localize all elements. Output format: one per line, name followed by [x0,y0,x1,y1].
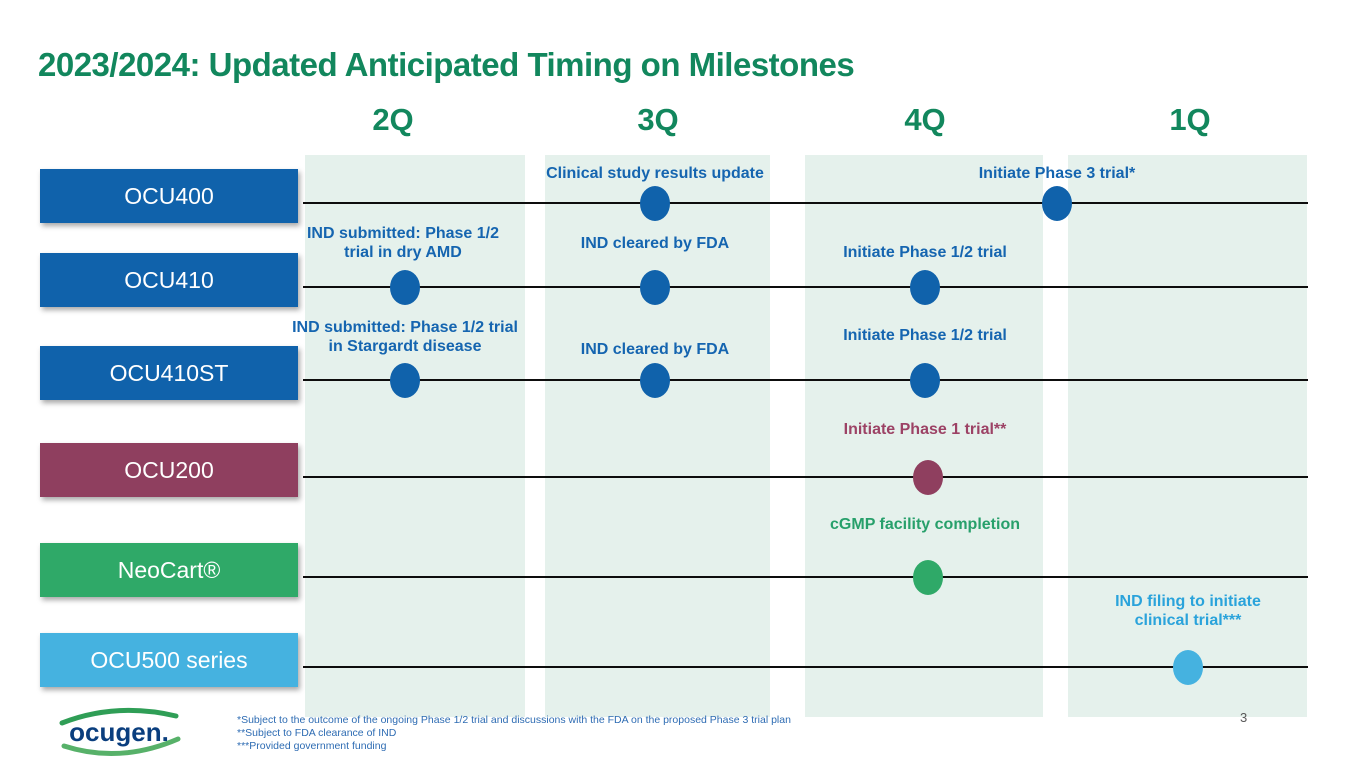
program-label-ocu500-series: OCU500 series [40,633,298,687]
milestone-dot [913,560,943,595]
milestone-label: Initiate Phase 1 trial** [843,421,1007,438]
quarter-header-3q: 3Q [637,102,679,137]
milestone-label: Clinical study results update [546,165,764,182]
timeline-neocart [303,576,1308,578]
milestone-label: IND cleared by FDA [580,235,730,252]
milestone-dot [390,270,420,305]
footnote-1: *Subject to the outcome of the ongoing P… [237,714,791,726]
timeline-ocu500 [303,666,1308,668]
milestone-dot [910,270,940,305]
footnotes: *Subject to the outcome of the ongoing P… [237,714,791,753]
timeline-ocu410st [303,379,1308,381]
footnote-2: **Subject to FDA clearance of IND [237,727,397,739]
milestone-label: Initiate Phase 3 trial* [978,165,1136,182]
milestone-label: IND cleared by FDA [580,341,730,358]
quarter-band-3q [545,155,770,717]
timeline-ocu200 [303,476,1308,478]
ocugen-logo-text: ocugen. [69,717,169,747]
milestone-dot [1042,186,1072,221]
milestone-label: IND filing to initiate clinical trial*** [1115,593,1261,629]
milestone-dot [390,363,420,398]
milestone-dot [1173,650,1203,685]
quarter-band-4q [805,155,1043,717]
quarter-band-2q [305,155,525,717]
timeline-ocu410 [303,286,1308,288]
milestone-dot [913,460,943,495]
milestone-label: Initiate Phase 1/2 trial [843,327,1007,344]
program-label-ocu200: OCU200 [40,443,298,497]
program-label-ocu410st: OCU410ST [40,346,298,400]
milestone-label: cGMP facility completion [830,516,1020,533]
milestone-label: IND submitted: Phase 1/2 trial in Starga… [292,319,518,355]
timeline-ocu400 [303,202,1308,204]
quarter-header-4q: 4Q [904,102,946,137]
quarter-header-1q: 1Q [1169,102,1211,137]
page-number: 3 [1240,710,1248,725]
ocugen-logo: ocugen. [50,702,190,762]
milestone-label: IND submitted: Phase 1/2 trial in dry AM… [306,225,500,261]
program-label-ocu410: OCU410 [40,253,298,307]
program-label-ocu400: OCU400 [40,169,298,223]
ocugen-logo-icon: ocugen. [59,707,181,756]
milestone-dot [640,186,670,221]
milestone-dot [910,363,940,398]
program-label-neocart: NeoCart® [40,543,298,597]
page-title: 2023/2024: Updated Anticipated Timing on… [38,46,855,83]
quarter-header-2q: 2Q [372,102,414,137]
footnote-3: ***Provided government funding [237,740,387,752]
milestone-dot [640,363,670,398]
milestone-dot [640,270,670,305]
quarter-band-1q [1068,155,1307,717]
milestone-label: Initiate Phase 1/2 trial [843,244,1007,261]
